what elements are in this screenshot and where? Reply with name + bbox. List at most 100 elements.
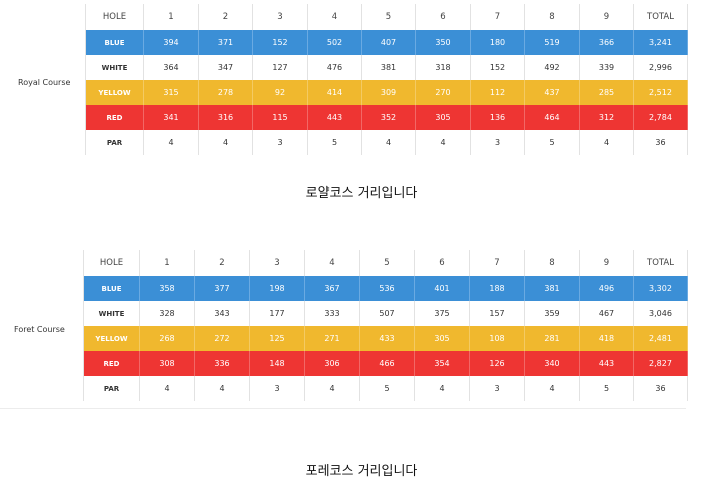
distance-cell: 112 [470,80,525,105]
tee-row-par: PAR 4 4 3 5 4 4 3 5 4 36 [85,130,688,155]
tee-name-cell: PAR [85,130,144,155]
distance-cell: 4 [415,130,471,155]
distance-cell: 476 [307,55,362,80]
tee-name-cell: WHITE [85,55,144,80]
distance-cell: 306 [304,351,360,376]
distance-cell: 92 [252,80,308,105]
tee-row-red: RED 308 336 148 306 466 354 126 340 443 2,827 [83,351,688,376]
distance-cell: 152 [470,55,525,80]
distance-cell: 152 [252,30,308,55]
distance-cell: 3 [252,130,308,155]
distance-cell: 268 [139,326,195,351]
distance-cell: 3 [470,130,525,155]
total-cell: 36 [633,376,688,401]
hole-number-cell: 8 [524,4,580,30]
distance-cell: 496 [579,276,634,301]
hole-number-cell: 3 [249,250,305,276]
distance-cell: 4 [579,130,634,155]
distance-cell: 308 [139,351,195,376]
distance-cell: 354 [414,351,470,376]
total-cell: 3,046 [633,301,688,326]
total-cell: 2,512 [633,80,688,105]
distance-cell: 136 [470,105,525,130]
header-row: HOLE 1 2 3 4 5 6 7 8 9 TOTAL [85,4,688,30]
distance-cell: 148 [249,351,305,376]
royal-course-caption: 로얄코스 거리입니다 [305,186,418,201]
distance-cell: 125 [249,326,305,351]
tee-row-blue: BLUE 358 377 198 367 536 401 188 381 496 3,302 [83,276,688,301]
tee-name-cell: YELLOW [85,80,144,105]
hole-number-cell: 6 [415,4,471,30]
hole-number-cell: 6 [414,250,470,276]
foret-course-caption: 포레코스 거리입니다 [305,464,418,479]
distance-cell: 401 [414,276,470,301]
section-divider [0,408,686,409]
tee-row-white: WHITE 328 343 177 333 507 375 157 359 467 3,046 [83,301,688,326]
distance-cell: 437 [524,80,580,105]
distance-cell: 285 [579,80,634,105]
distance-cell: 502 [307,30,362,55]
distance-cell: 4 [194,376,250,401]
distance-cell: 328 [139,301,195,326]
tee-row-blue: BLUE 394 371 152 502 407 350 180 519 366 3,241 [85,30,688,55]
distance-cell: 5 [359,376,415,401]
distance-cell: 4 [139,376,195,401]
distance-cell: 4 [143,130,199,155]
distance-cell: 375 [414,301,470,326]
total-cell: 2,827 [633,351,688,376]
tee-name-cell: BLUE [85,30,144,55]
distance-cell: 519 [524,30,580,55]
distance-cell: 5 [524,130,580,155]
distance-cell: 180 [470,30,525,55]
hole-number-cell: 1 [139,250,195,276]
hole-number-cell: 5 [361,4,416,30]
distance-cell: 177 [249,301,305,326]
total-cell: 3,241 [633,30,688,55]
tee-row-white: WHITE 364 347 127 476 381 318 152 492 339 2,996 [85,55,688,80]
distance-cell: 467 [579,301,634,326]
distance-cell: 492 [524,55,580,80]
distance-cell: 305 [414,326,470,351]
distance-cell: 407 [361,30,416,55]
distance-cell: 340 [524,351,580,376]
tee-name-cell: YELLOW [83,326,140,351]
distance-cell: 352 [361,105,416,130]
distance-cell: 433 [359,326,415,351]
hole-header-cell: HOLE [83,250,140,276]
distance-cell: 108 [469,326,525,351]
total-cell: 3,302 [633,276,688,301]
distance-cell: 381 [524,276,580,301]
distance-cell: 316 [198,105,253,130]
header-row: HOLE 1 2 3 4 5 6 7 8 9 TOTAL [83,250,688,276]
distance-cell: 198 [249,276,305,301]
hole-number-cell: 4 [307,4,362,30]
distance-cell: 188 [469,276,525,301]
total-cell: 2,784 [633,105,688,130]
distance-cell: 126 [469,351,525,376]
distance-cell: 343 [194,301,250,326]
distance-cell: 271 [304,326,360,351]
foret-course-scorecard: HOLE 1 2 3 4 5 6 7 8 9 TOTAL BLUE 358 377 198 367 536 401… [83,250,688,401]
distance-cell: 157 [469,301,525,326]
distance-cell: 278 [198,80,253,105]
distance-cell: 281 [524,326,580,351]
distance-cell: 115 [252,105,308,130]
distance-cell: 443 [307,105,362,130]
distance-cell: 3 [249,376,305,401]
distance-cell: 4 [524,376,580,401]
distance-cell: 443 [579,351,634,376]
distance-cell: 333 [304,301,360,326]
tee-name-cell: PAR [83,376,140,401]
distance-cell: 418 [579,326,634,351]
hole-number-cell: 9 [579,250,634,276]
distance-cell: 371 [198,30,253,55]
hole-number-cell: 3 [252,4,308,30]
distance-cell: 347 [198,55,253,80]
distance-cell: 464 [524,105,580,130]
distance-cell: 4 [361,130,416,155]
distance-cell: 309 [361,80,416,105]
tee-row-yellow: YELLOW 268 272 125 271 433 305 108 281 418 2,481 [83,326,688,351]
hole-number-cell: 7 [470,4,525,30]
tee-name-cell: RED [83,351,140,376]
distance-cell: 3 [469,376,525,401]
